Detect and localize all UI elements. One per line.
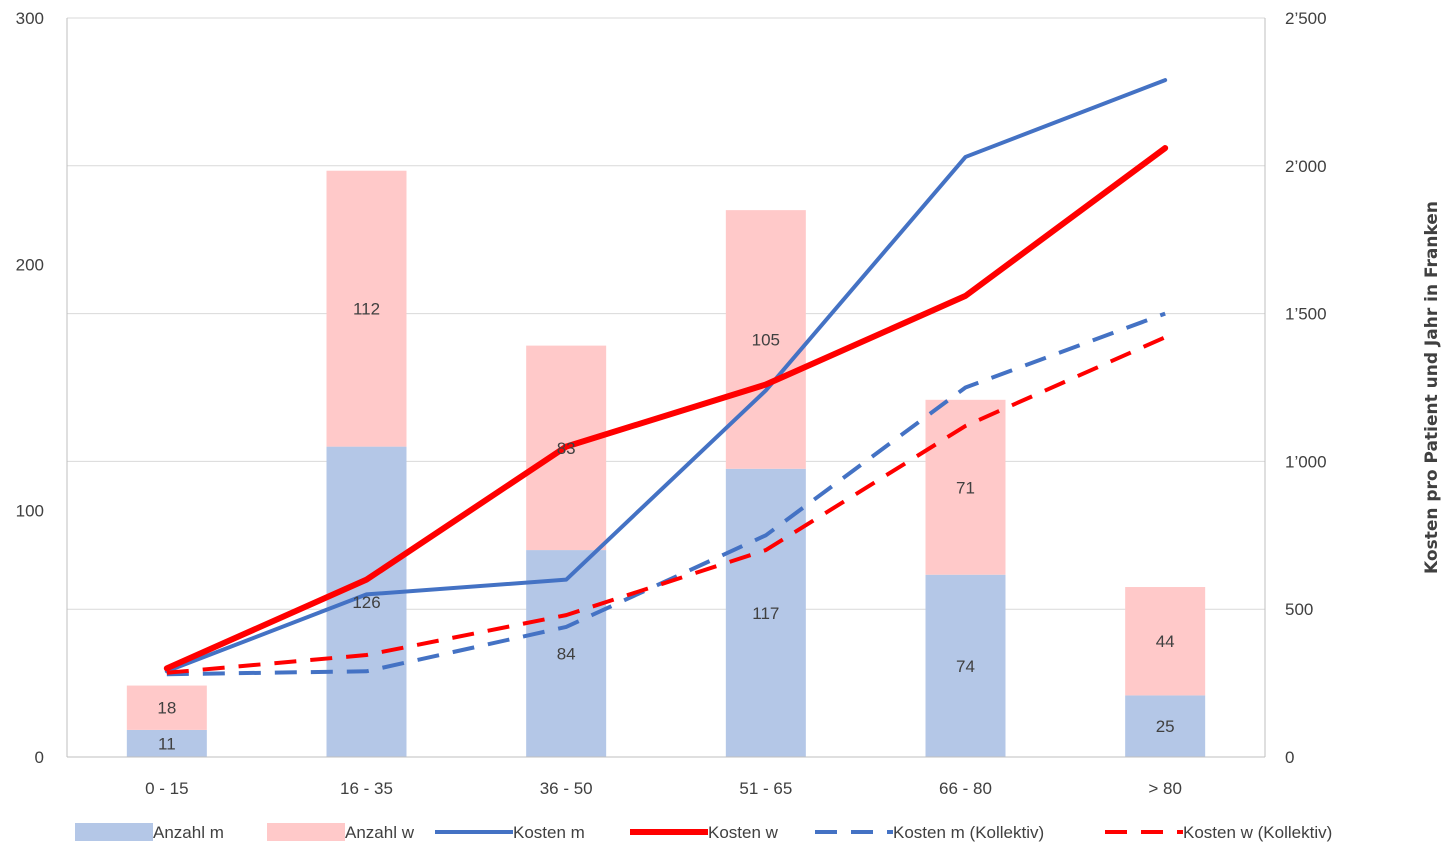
series-line-0 <box>164 78 1168 674</box>
bar-data-label: 83 <box>557 439 576 458</box>
category-label: 36 - 50 <box>540 779 593 798</box>
data-labels: 11 18 126 112 84 83 117 105 74 71 25 44 <box>157 300 1174 754</box>
category-label: > 80 <box>1148 779 1182 798</box>
bar-anzahl-w <box>925 399 1006 575</box>
cost-lines <box>163 78 1169 677</box>
series-line-2 <box>166 311 1166 677</box>
bar-data-label: 117 <box>752 604 779 623</box>
bar-data-label: 18 <box>157 699 176 718</box>
stacked-bars <box>126 170 1206 757</box>
bar-data-label: 84 <box>557 645 576 664</box>
bar-anzahl-m <box>126 729 207 757</box>
legend-label: Anzahl w <box>345 823 415 842</box>
legend-label: Kosten m (Kollektiv) <box>893 823 1044 842</box>
right-tick-label: 1’500 <box>1285 305 1327 324</box>
series-line-1 <box>163 145 1169 672</box>
bar-data-label: 74 <box>956 657 975 676</box>
legend-swatch <box>267 823 345 841</box>
gridlines <box>67 17 1265 758</box>
legend: Anzahl m Anzahl w Kosten m Kosten w Kosten m… <box>75 823 1332 842</box>
right-tick-label: 2’500 <box>1285 9 1327 28</box>
legend-swatch <box>75 823 153 841</box>
bar-anzahl-m <box>1125 695 1206 757</box>
right-tick-label: 0 <box>1285 748 1294 767</box>
right-tick-label: 1’000 <box>1285 452 1327 471</box>
category-label: 16 - 35 <box>340 779 393 798</box>
bar-data-label: 25 <box>1156 717 1175 736</box>
bar-data-label: 126 <box>352 593 380 612</box>
left-tick-label: 100 <box>16 502 44 521</box>
legend-label: Kosten w <box>708 823 779 842</box>
bar-anzahl-m <box>526 550 607 757</box>
legend-label: Kosten m <box>513 823 585 842</box>
legend-label: Anzahl m <box>153 823 224 842</box>
bar-data-label: 112 <box>353 300 380 319</box>
left-tick-label: 200 <box>16 255 44 274</box>
axes: 0 100 200 300 0 500 1’000 1’500 2’000 2’500 0 - 15… <box>16 9 1442 798</box>
bar-anzahl-m <box>925 574 1006 757</box>
bar-anzahl-w <box>326 170 407 447</box>
left-tick-label: 300 <box>16 9 44 28</box>
category-label: 0 - 15 <box>145 779 188 798</box>
bar-anzahl-w <box>1125 587 1206 696</box>
bar-anzahl-m <box>326 446 407 757</box>
category-label: 66 - 80 <box>939 779 992 798</box>
bar-anzahl-w <box>126 685 207 730</box>
category-label: 51 - 65 <box>739 779 792 798</box>
bar-data-label: 71 <box>956 478 975 497</box>
bar-data-label: 11 <box>158 734 176 753</box>
right-tick-label: 2’000 <box>1285 157 1327 176</box>
right-axis-title: Kosten pro Patient und Jahr in Franken <box>1422 201 1442 574</box>
legend-label: Kosten w (Kollektiv) <box>1183 823 1332 842</box>
right-tick-label: 500 <box>1285 600 1313 619</box>
left-tick-label: 0 <box>35 748 44 767</box>
bar-data-label: 105 <box>752 330 780 349</box>
bar-anzahl-w <box>725 210 806 469</box>
bar-data-label: 44 <box>1156 632 1175 651</box>
series-line-3 <box>166 335 1166 675</box>
